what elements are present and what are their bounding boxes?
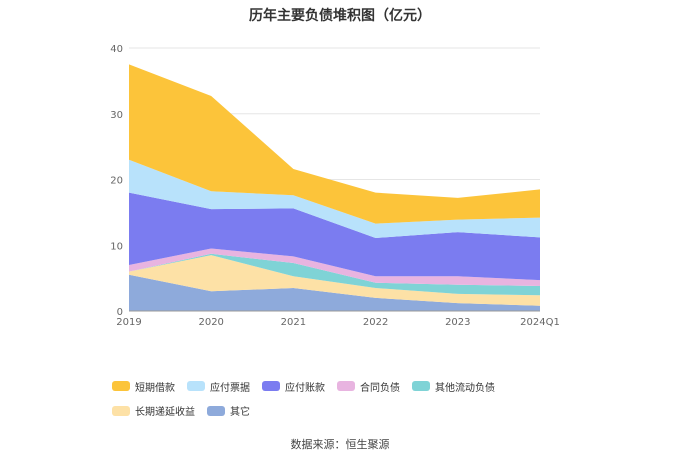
- legend-label: 短期借款: [135, 382, 175, 394]
- area-series: [129, 274, 540, 311]
- legend-item[interactable]: 应付票据: [187, 381, 250, 394]
- area-series: [129, 253, 540, 296]
- legend-label: 应付票据: [210, 382, 250, 394]
- x-tick-label: 2020: [198, 317, 223, 328]
- legend-item[interactable]: 其他流动负债: [412, 381, 495, 394]
- legend-swatch: [412, 381, 430, 391]
- legend-swatch: [262, 381, 280, 391]
- legend-item[interactable]: 其它: [207, 405, 250, 418]
- area-layer: [129, 64, 540, 311]
- area-series: [129, 192, 540, 281]
- x-tick-label: 2022: [363, 317, 388, 328]
- legend-label: 其它: [230, 407, 250, 418]
- y-tick-label: 40: [110, 44, 123, 55]
- x-tick-label: 2021: [281, 317, 306, 328]
- y-tick-label: 30: [110, 110, 123, 121]
- legend-swatch: [207, 405, 225, 416]
- legend-label: 合同负债: [360, 382, 400, 394]
- area-series: [129, 248, 540, 286]
- area-series: [129, 255, 540, 306]
- legend-swatch: [112, 405, 130, 416]
- area-series: [129, 159, 540, 238]
- y-tick-label: 10: [110, 241, 123, 252]
- legend-label: 应付账款: [285, 382, 325, 394]
- y-tick-label: 0: [117, 307, 123, 318]
- legend: 短期借款 应付票据 应付账款 合同负债 其他流动负债长期递延收益 其它: [112, 376, 582, 425]
- legend-swatch: [187, 381, 205, 391]
- legend-swatch: [337, 381, 355, 391]
- y-tick-label: 20: [110, 176, 123, 187]
- area-series: [129, 64, 540, 224]
- x-tick-label: 2019: [116, 317, 141, 328]
- legend-label: 长期递延收益: [135, 407, 195, 418]
- source-note: 数据来源：恒生聚源: [290, 438, 390, 451]
- axis-layer: 0 10 20 30 40 2019 2020 2021 2022 2023 2024Q1: [110, 44, 560, 328]
- x-tick-label: 2023: [445, 317, 470, 328]
- legend-item[interactable]: 长期递延收益: [112, 405, 195, 418]
- legend-item[interactable]: 合同负债: [337, 381, 400, 394]
- legend-label: 其他流动负债: [435, 382, 495, 394]
- legend-item[interactable]: 短期借款: [112, 381, 175, 394]
- x-tick-label: 2024Q1: [520, 317, 560, 328]
- legend-item[interactable]: 应付账款: [262, 381, 325, 394]
- legend-swatch: [112, 381, 130, 391]
- chart-title: 历年主要负债堆积图（亿元）: [249, 8, 431, 24]
